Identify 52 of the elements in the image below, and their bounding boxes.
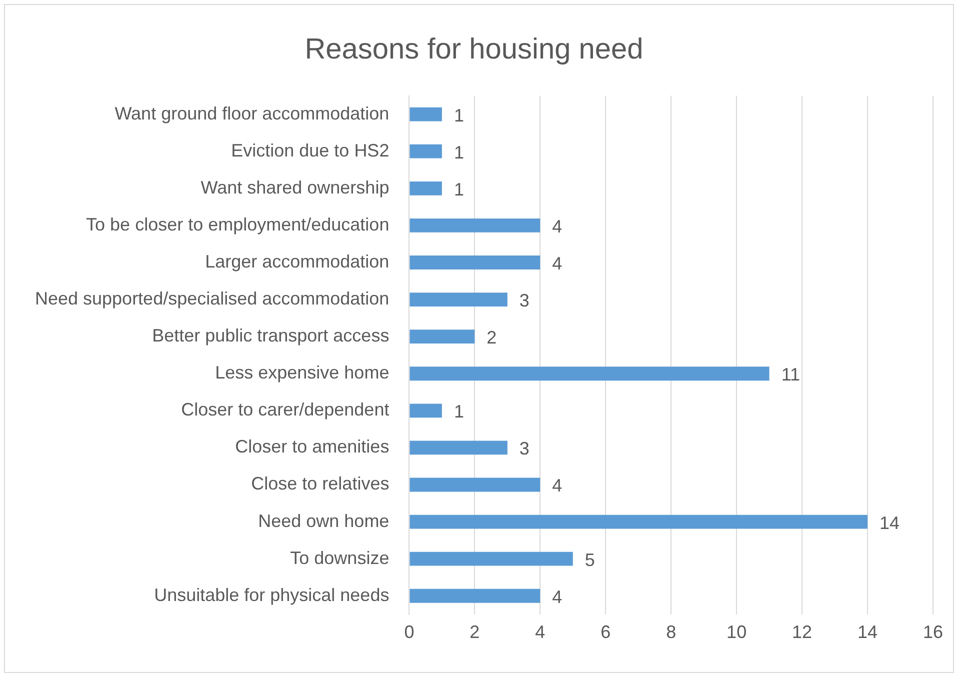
data-label: 11 — [781, 364, 800, 385]
x-tick-label: 6 — [600, 622, 611, 642]
data-label: 4 — [552, 253, 562, 274]
data-label: 4 — [552, 216, 562, 236]
data-label: 4 — [552, 586, 562, 607]
x-tick-label: 16 — [922, 622, 944, 642]
bar — [410, 514, 868, 529]
x-tick-label: 14 — [858, 622, 878, 642]
data-label: 2 — [486, 328, 497, 348]
data-label: 5 — [584, 550, 595, 570]
data-label: 1 — [454, 142, 464, 162]
bar — [410, 107, 442, 122]
x-tick-label: 12 — [792, 622, 812, 642]
chart-title: Reasons for housing need — [304, 33, 644, 66]
data-label: 4 — [552, 476, 562, 496]
bar — [410, 330, 475, 344]
y-tick-label: To be closer to employment/education — [86, 214, 390, 234]
y-tick-label: Closer to amenities — [235, 436, 390, 457]
bar — [410, 256, 540, 270]
bar — [410, 181, 442, 196]
bar — [410, 404, 442, 418]
x-tick-label: 4 — [535, 622, 546, 642]
data-label: 1 — [454, 179, 464, 200]
y-tick-label: Want shared ownership — [200, 177, 390, 198]
y-tick-label: Better public transport access — [152, 326, 390, 346]
y-tick-label: Less expensive home — [215, 362, 390, 383]
bar — [410, 440, 508, 455]
x-tick-label: 10 — [726, 622, 747, 642]
y-tick-label: Closer to carer/dependent — [181, 400, 390, 420]
data-label: 3 — [519, 290, 530, 311]
data-label: 3 — [519, 438, 530, 459]
y-tick-label: To downsize — [290, 548, 390, 568]
y-tick-label: Need supported/specialised accommodation — [34, 288, 390, 309]
bar — [410, 478, 540, 492]
y-tick-label: Need own home — [258, 510, 390, 531]
bar — [410, 552, 573, 566]
x-tick-label: 2 — [470, 622, 480, 642]
data-label: 14 — [880, 512, 900, 533]
bar — [410, 218, 540, 232]
y-tick-label: Want ground floor accommodation — [114, 103, 390, 124]
y-tick-label: Unsuitable for physical needs — [154, 584, 390, 605]
bar — [410, 144, 442, 158]
y-tick-label: Close to relatives — [251, 474, 390, 494]
data-label: 1 — [454, 402, 464, 422]
y-tick-label: Eviction due to HS2 — [231, 140, 390, 160]
x-tick-label: 8 — [666, 622, 676, 642]
y-tick-label: Larger accommodation — [205, 251, 390, 272]
bar — [410, 588, 540, 603]
bar — [410, 366, 770, 381]
bar — [410, 292, 508, 306]
data-label: 1 — [454, 105, 464, 126]
x-tick-label: 0 — [404, 622, 414, 642]
